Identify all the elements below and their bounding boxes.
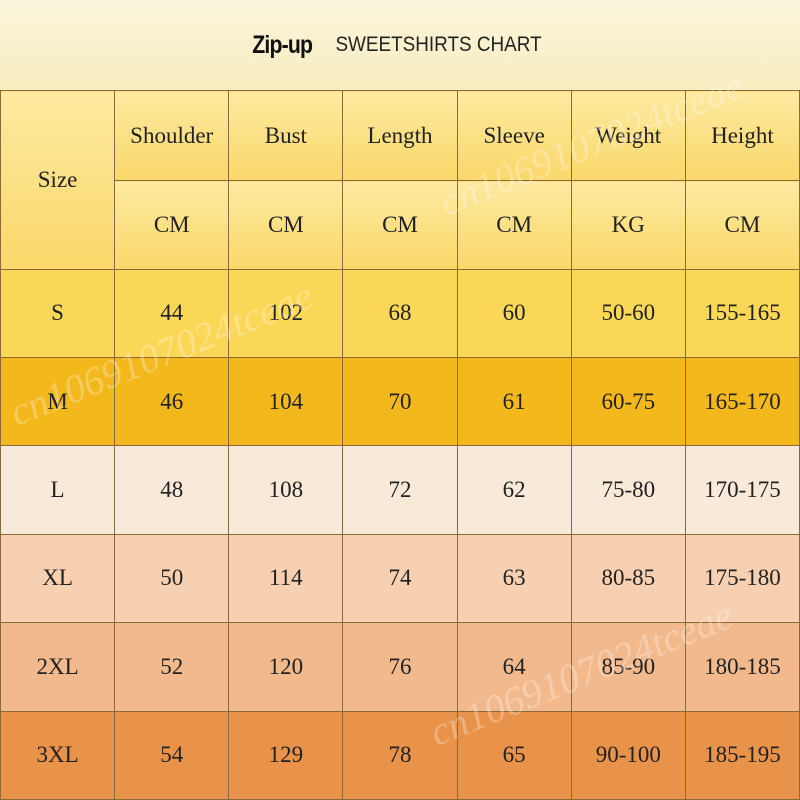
value-cell: 80-85 — [570, 533, 686, 624]
size-cell: M — [0, 357, 116, 447]
value-cell: 180-185 — [684, 622, 800, 712]
size-cell: 2XL — [0, 622, 116, 712]
header-cell: Weight — [570, 89, 686, 182]
unit-cell: CM — [456, 180, 572, 270]
data-row: S 44 102 68 60 50-60 155-165 — [0, 268, 800, 359]
value-cell: 102 — [228, 268, 344, 359]
value-cell: 48 — [114, 445, 230, 535]
value-cell: 72 — [342, 445, 458, 535]
value-cell: 108 — [228, 445, 344, 535]
header-cell: Bust — [228, 89, 344, 182]
value-cell: 61 — [456, 357, 572, 447]
value-cell: 50-60 — [570, 268, 686, 359]
header-cell: Shoulder — [114, 89, 230, 182]
value-cell: 65 — [456, 710, 572, 800]
value-cell: 85-90 — [570, 622, 686, 712]
value-cell: 52 — [114, 622, 230, 712]
value-cell: 78 — [342, 710, 458, 800]
data-row: 2XL 52 120 76 64 85-90 180-185 — [0, 622, 800, 712]
value-cell: 75-80 — [570, 445, 686, 535]
value-cell: 185-195 — [684, 710, 800, 800]
value-cell: 104 — [228, 357, 344, 447]
title-bold: Zip-up — [252, 30, 314, 59]
value-cell: 155-165 — [684, 268, 800, 359]
unit-cell: CM — [114, 180, 230, 270]
value-cell: 46 — [114, 357, 230, 447]
value-cell: 50 — [114, 533, 230, 624]
header-row: Size Shoulder Bust Length Sleeve Weight Height — [0, 89, 800, 270]
value-cell: 170-175 — [684, 445, 800, 535]
value-cell: 63 — [456, 533, 572, 624]
value-cell: 175-180 — [684, 533, 800, 624]
value-cell: 68 — [342, 268, 458, 359]
value-cell: 165-170 — [684, 357, 800, 447]
value-cell: 64 — [456, 622, 572, 712]
unit-cell: CM — [684, 180, 800, 270]
value-cell: 129 — [228, 710, 344, 800]
unit-cell: CM — [228, 180, 344, 270]
header-cell: Size — [0, 90, 116, 270]
value-cell: 54 — [114, 710, 230, 800]
data-row: L 48 108 72 62 75-80 170-175 — [0, 445, 800, 535]
size-cell: 3XL — [0, 710, 116, 800]
value-cell: 76 — [342, 622, 458, 712]
unit-cell: CM — [342, 180, 458, 270]
value-cell: 70 — [342, 357, 458, 447]
value-cell: 120 — [228, 622, 344, 712]
data-row: 3XL 54 129 78 65 90-100 185-195 — [0, 710, 800, 800]
value-cell: 74 — [342, 533, 458, 624]
value-cell: 60 — [456, 268, 572, 359]
header-cell: Length — [342, 89, 458, 182]
title-bar: Zip-up SWEETSHIRTS CHART — [0, 0, 800, 90]
value-cell: 60-75 — [570, 357, 686, 447]
header-cell: Sleeve — [456, 89, 572, 182]
size-cell: XL — [0, 533, 116, 624]
value-cell: 62 — [456, 445, 572, 535]
value-cell: 114 — [228, 533, 344, 624]
unit-row: CM CM CM CM KG CM — [1, 180, 800, 270]
size-table: Size Shoulder Bust Length Sleeve Weight Height… — [0, 89, 800, 800]
data-row: M 46 104 70 61 60-75 165-170 — [0, 357, 800, 447]
size-cell: S — [0, 268, 116, 359]
value-cell: 90-100 — [570, 710, 686, 800]
data-row: XL 50 114 74 63 80-85 175-180 — [0, 533, 800, 624]
unit-cell: KG — [570, 180, 686, 270]
header-cell: Height — [684, 89, 800, 182]
title-text: SWEETSHIRTS CHART — [335, 33, 542, 56]
size-cell: L — [0, 445, 116, 535]
value-cell: 44 — [114, 268, 230, 359]
